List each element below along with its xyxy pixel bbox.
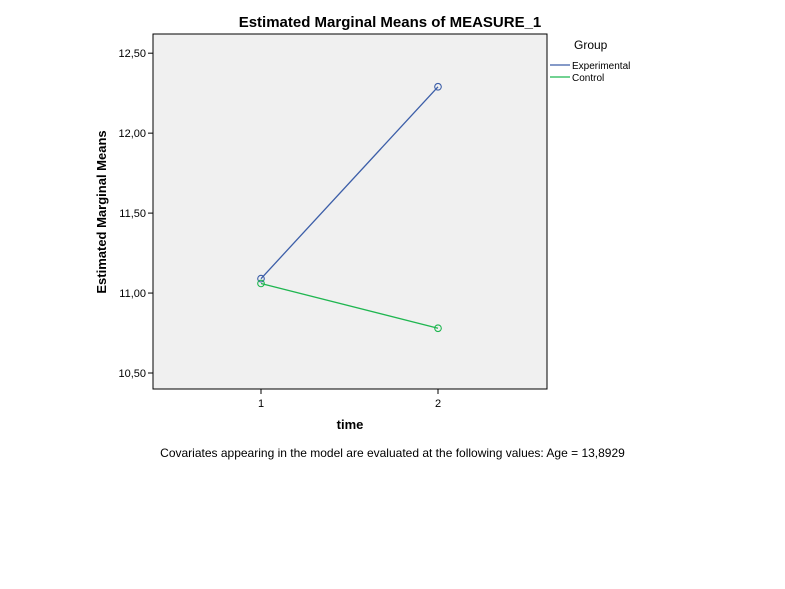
series-line-experimental bbox=[260, 86, 439, 280]
x-tick-label: 2 bbox=[435, 398, 441, 410]
data-point-control bbox=[257, 279, 265, 288]
chart-title: Estimated Marginal Means of MEASURE_1 bbox=[239, 14, 542, 31]
y-tick-label: 11,50 bbox=[119, 208, 146, 220]
legend-title: Group bbox=[574, 38, 608, 52]
data-point-experimental bbox=[257, 274, 265, 283]
footnote-text: Covariates appearing in the model are ev… bbox=[160, 446, 625, 460]
y-tick-label: 10,50 bbox=[118, 368, 146, 380]
y-axis-label: Estimated Marginal Means bbox=[94, 130, 109, 293]
legend-label-experimental: Experimental bbox=[572, 61, 630, 72]
legend-label-control: Control bbox=[572, 73, 604, 84]
series-line-control bbox=[260, 282, 439, 329]
y-tick-label: 12,50 bbox=[118, 48, 146, 60]
footnote: Covariates appearing in the model are ev… bbox=[0, 446, 785, 460]
plot-area bbox=[152, 33, 548, 390]
x-tick-label: 1 bbox=[258, 398, 264, 410]
data-point-control bbox=[434, 324, 442, 333]
y-tick-label: 12,00 bbox=[118, 128, 146, 140]
data-point-experimental bbox=[434, 82, 442, 91]
x-axis-label: time bbox=[337, 417, 364, 432]
y-tick-label: 11,00 bbox=[119, 288, 146, 300]
y-axis: 10,50 11,00 11,50 12,00 12,50 bbox=[118, 48, 153, 380]
series-layer bbox=[257, 82, 442, 333]
